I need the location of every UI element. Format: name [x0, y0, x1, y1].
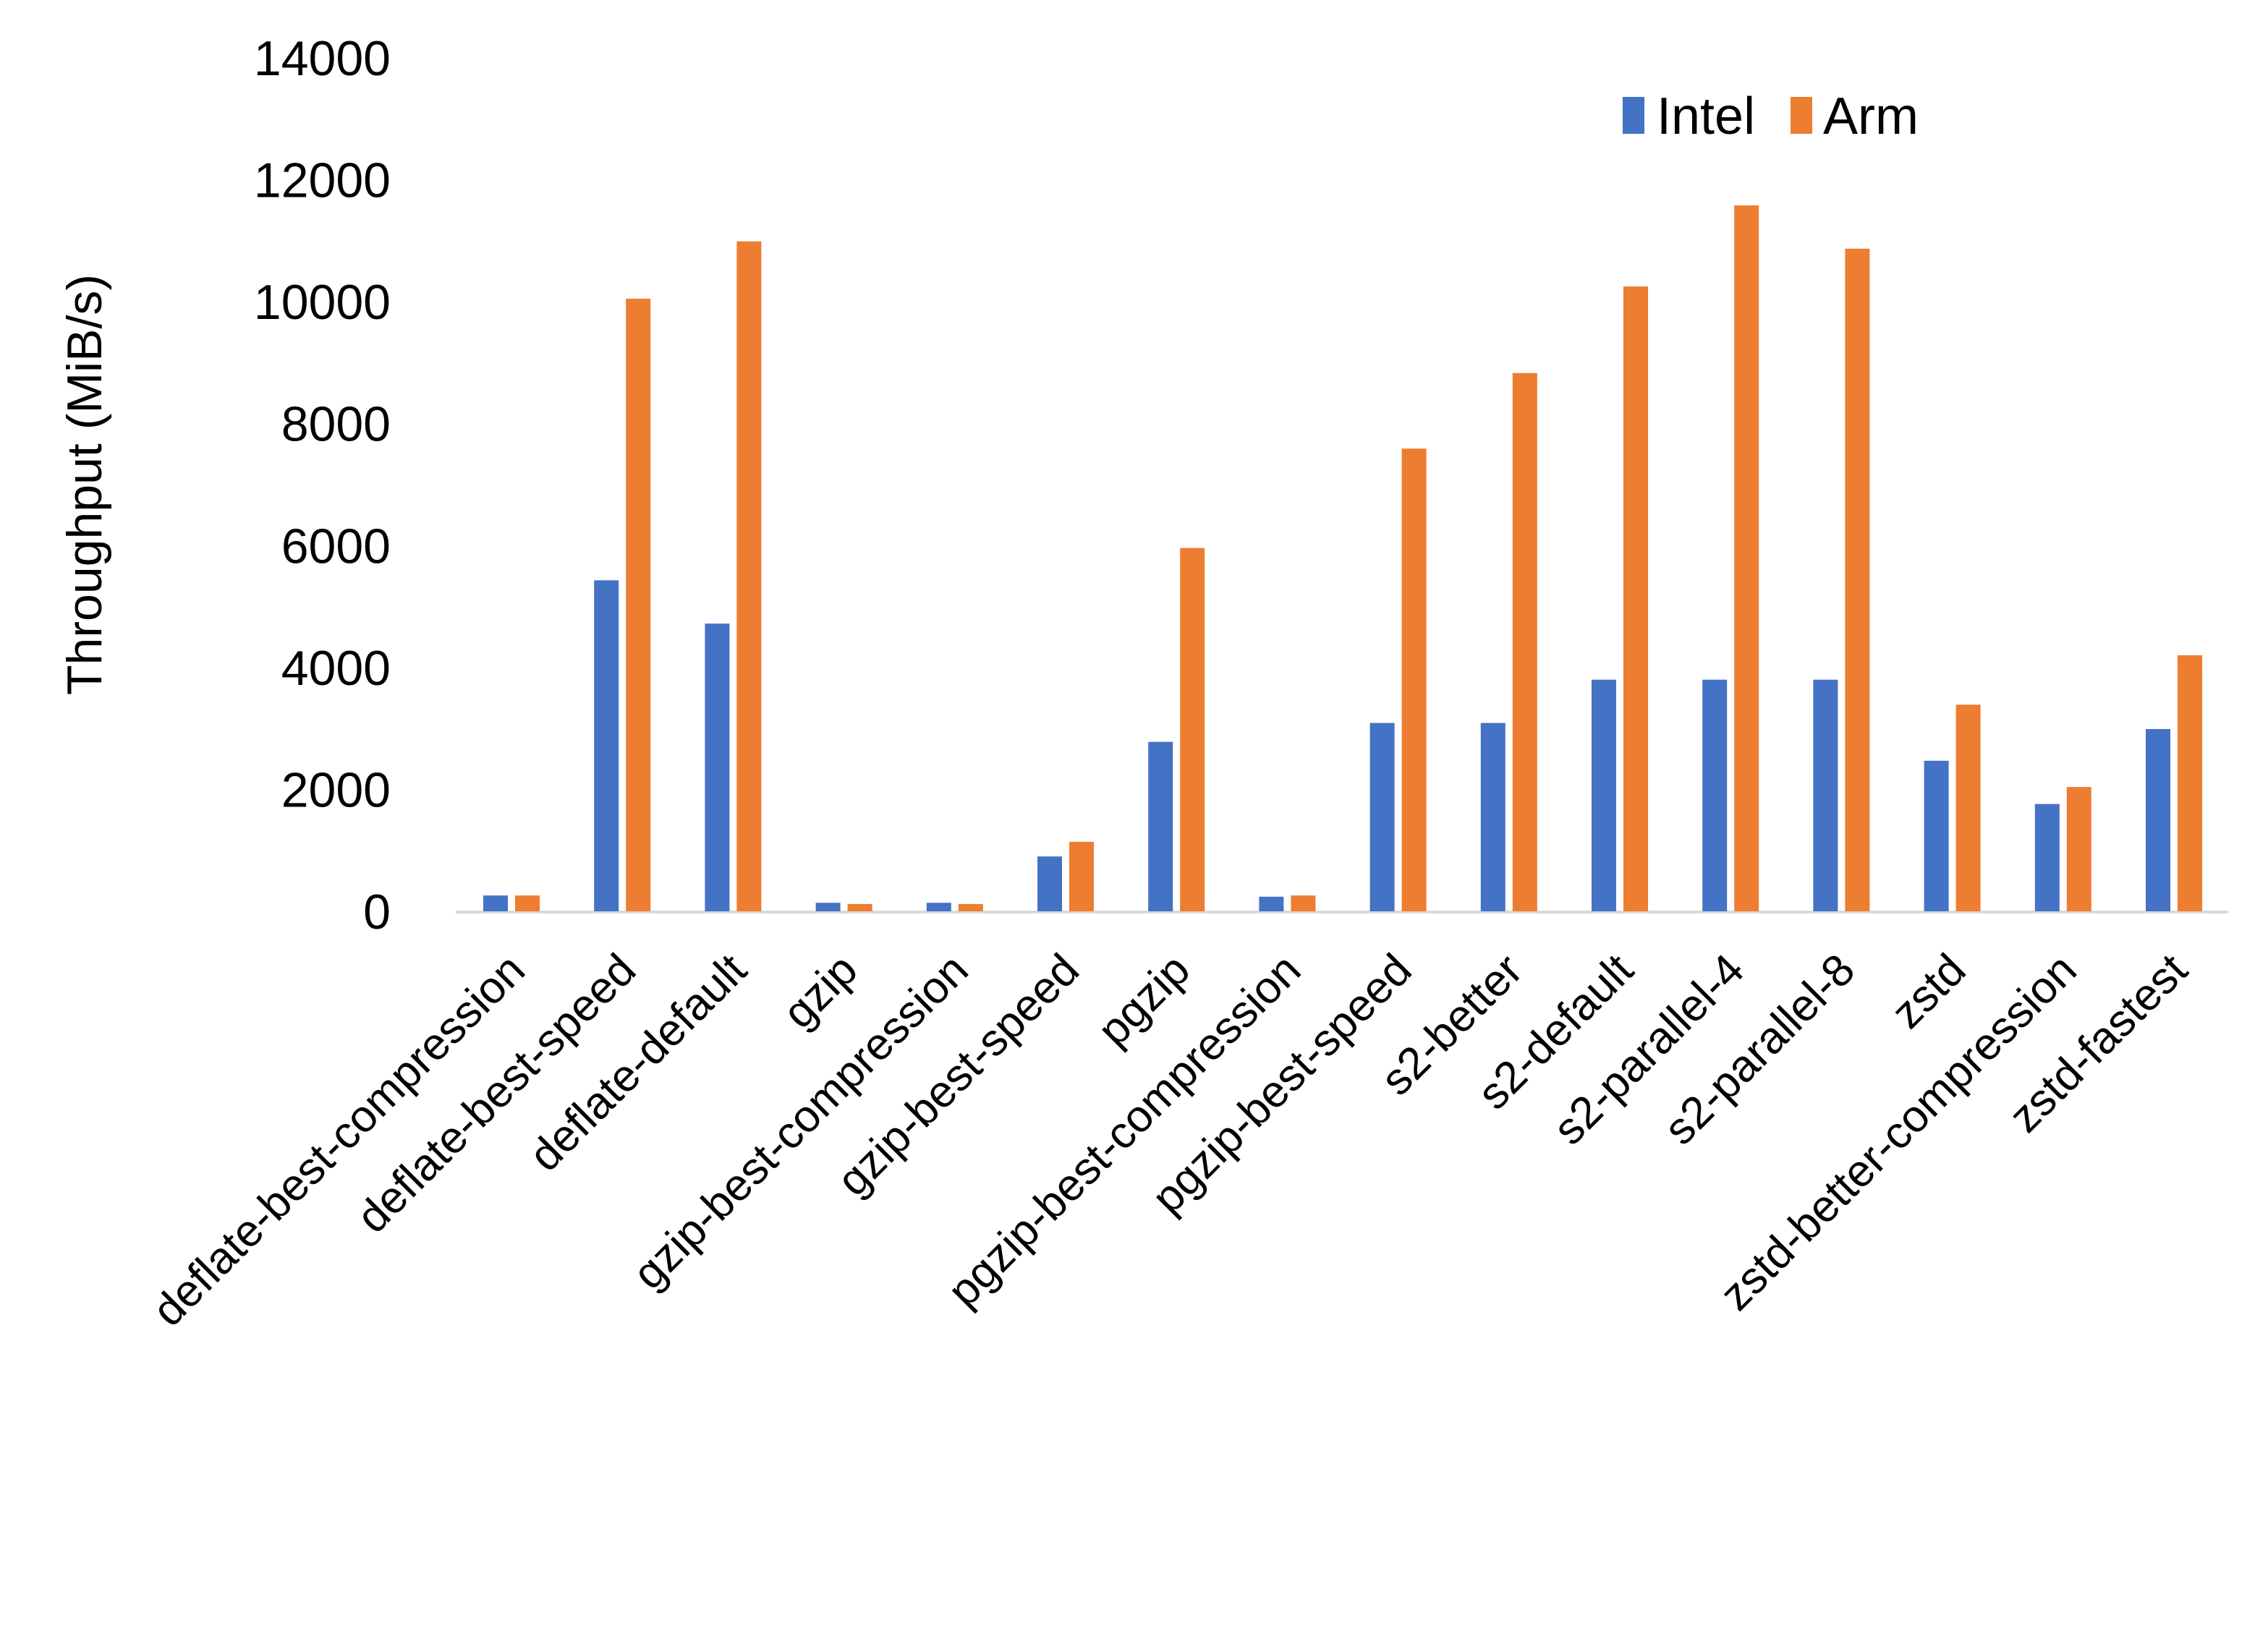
- bar-arm-s2-better: [1512, 372, 1537, 911]
- bar-arm-pgzip-best-speed: [1401, 448, 1427, 911]
- bar-intel-zstd-better-compression: [2034, 804, 2060, 911]
- x-tick-label: gzip: [773, 945, 867, 1038]
- bar-arm-deflate-best-speed: [626, 298, 651, 911]
- bar-arm-deflate-best-compression: [515, 895, 540, 911]
- bar-arm-gzip-best-speed: [1069, 841, 1094, 911]
- bar-intel-pgzip-best-speed: [1369, 723, 1395, 911]
- bar-intel-s2-parallel-4: [1702, 679, 1728, 911]
- y-tick-label: 2000: [281, 762, 391, 817]
- bar-intel-gzip-best-compression: [926, 903, 951, 911]
- legend-label-intel: Intel: [1657, 88, 1755, 145]
- y-tick-label: 12000: [254, 153, 391, 208]
- x-tick-label: zstd: [1882, 945, 1975, 1038]
- bar-arm-zstd-fastest: [2178, 655, 2202, 911]
- bar-arm-s2-parallel-4: [1734, 205, 1759, 911]
- bar-arm-gzip-best-compression: [958, 903, 983, 911]
- bar-arm-s2-parallel-8: [1845, 248, 1870, 911]
- bar-arm-s2-default: [1623, 286, 1648, 912]
- bar-arm-deflate-default: [736, 241, 762, 911]
- legend-label-arm: Arm: [1823, 88, 1919, 145]
- bar-intel-deflate-best-speed: [594, 580, 619, 911]
- bar-intel-gzip-best-speed: [1037, 856, 1062, 911]
- bar-intel-zstd-fastest: [2146, 728, 2170, 911]
- bar-intel-deflate-default: [705, 623, 730, 911]
- bar-arm-pgzip-best-compression: [1291, 895, 1316, 911]
- y-tick-label: 8000: [281, 397, 391, 452]
- y-tick-label: 4000: [281, 641, 391, 696]
- legend-swatch-arm: [1791, 97, 1812, 134]
- bar-arm-zstd-better-compression: [2066, 787, 2091, 911]
- bar-intel-zstd: [1924, 760, 1949, 911]
- y-tick-label: 10000: [254, 275, 391, 330]
- bar-intel-pgzip-best-compression: [1259, 896, 1284, 911]
- bar-arm-pgzip: [1180, 548, 1205, 911]
- bar-arm-gzip: [847, 903, 872, 911]
- bar-intel-deflate-best-compression: [483, 895, 508, 911]
- bar-arm-zstd: [1955, 704, 1981, 911]
- y-tick-label: 6000: [281, 519, 391, 574]
- bar-intel-gzip: [815, 903, 841, 911]
- legend-swatch-intel: [1623, 97, 1644, 134]
- y-axis-label: Throughput (MiB/s): [57, 274, 112, 695]
- legend: Intel Arm: [1623, 88, 1919, 145]
- bar-intel-pgzip: [1148, 741, 1173, 911]
- bar-intel-s2-parallel-8: [1813, 679, 1838, 911]
- y-tick-label: 0: [363, 885, 391, 940]
- bar-intel-s2-better: [1480, 723, 1505, 911]
- bar-intel-s2-default: [1592, 679, 1616, 911]
- y-tick-label: 14000: [254, 31, 391, 86]
